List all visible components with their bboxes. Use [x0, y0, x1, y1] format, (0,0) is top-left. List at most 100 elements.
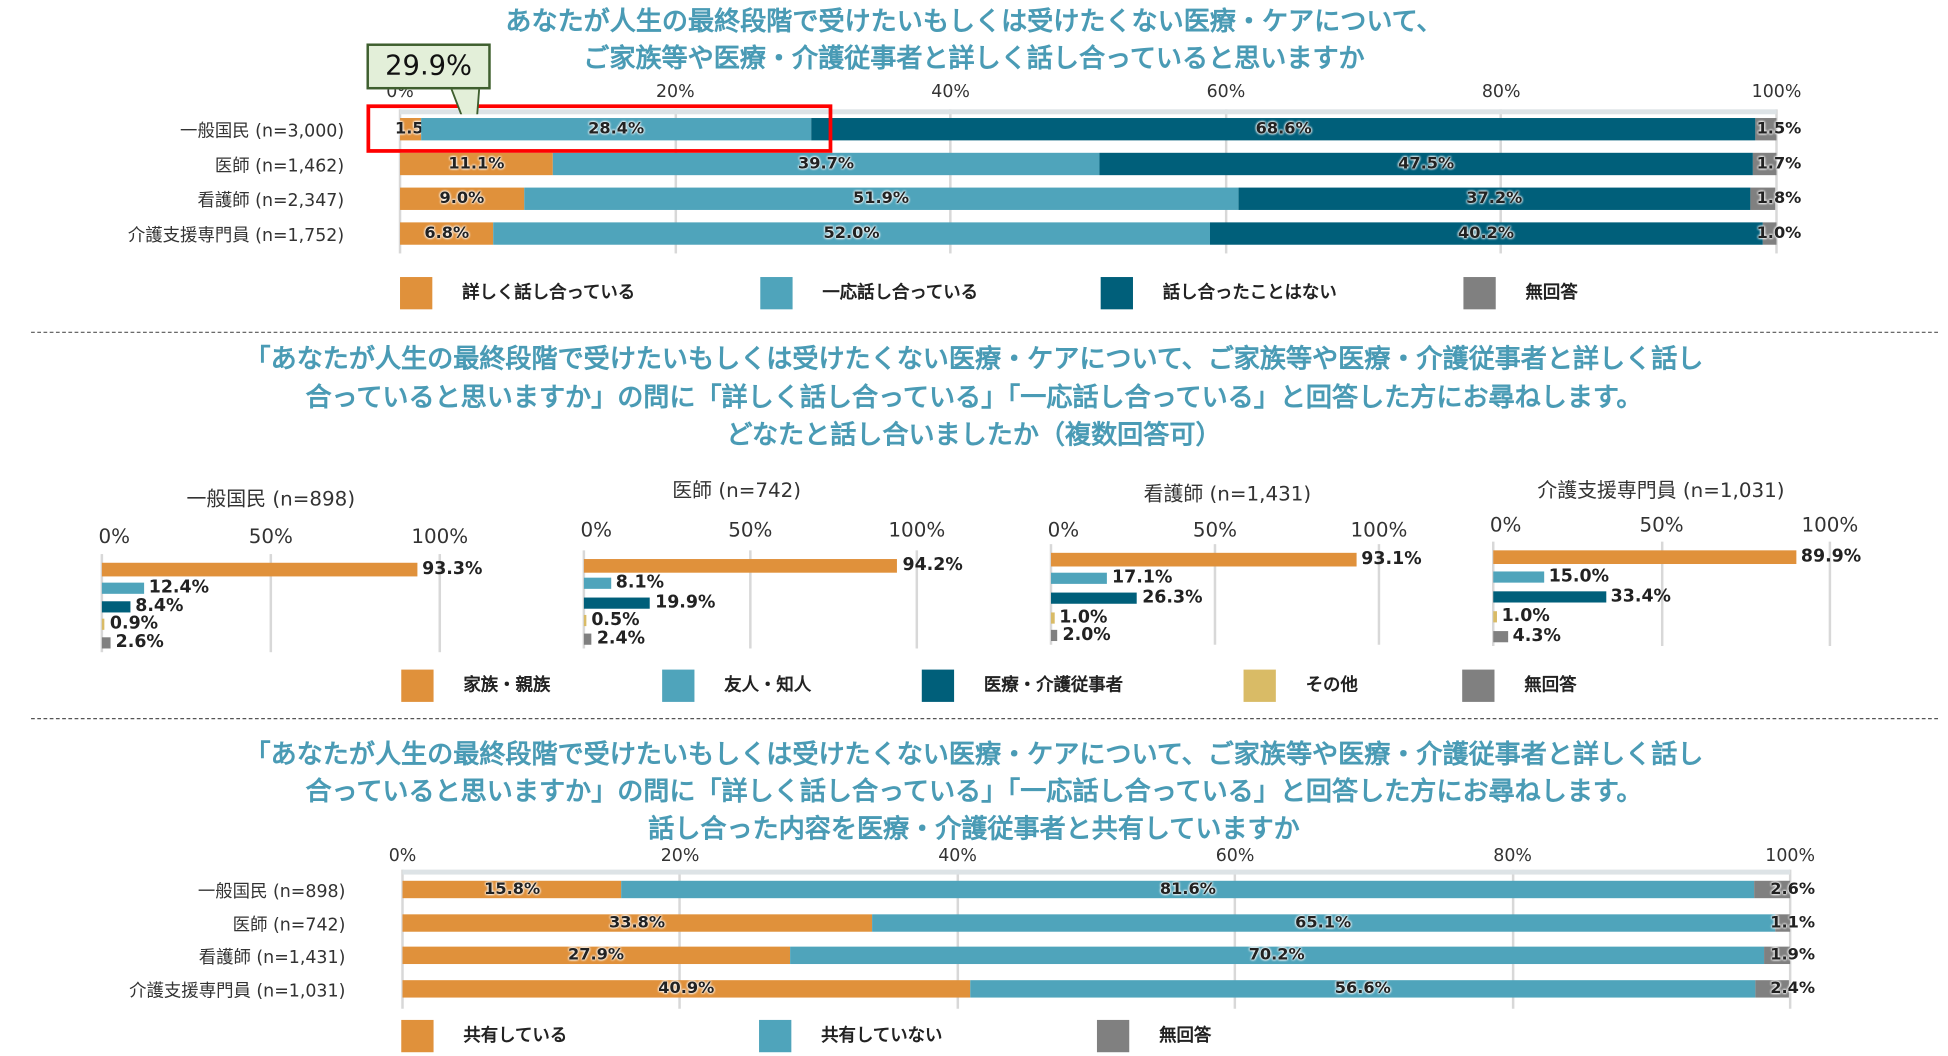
- data-label: 56.6%: [1334, 979, 1391, 999]
- gridline: [269, 554, 273, 653]
- legend-label: 共有している: [463, 1026, 568, 1047]
- data-label: 1.7%: [1756, 154, 1802, 174]
- data-label: 26.3%: [1142, 587, 1203, 608]
- data-label: 93.3%: [422, 559, 483, 579]
- legend-label: 医療・介護従事者: [983, 675, 1124, 696]
- axis-tick-label: 50%: [248, 524, 293, 548]
- bar-segment: [1762, 222, 1777, 245]
- category-label: 医師 (n=1,462): [214, 156, 345, 177]
- axis-tick-label: 100%: [1350, 518, 1408, 542]
- bar-segment: [1754, 880, 1791, 899]
- bar-segment: [1755, 118, 1777, 141]
- data-label: 27.9%: [568, 946, 625, 965]
- category-label: 一般国民 (n=3,000): [180, 121, 345, 142]
- axis-tick-label: 0%: [1489, 513, 1522, 537]
- section3-title-line-2: 合っていると思いますか」の問に「詳しく話し合っている」「一応話し合っている」と回…: [305, 776, 1643, 807]
- legend-label: 共有していない: [821, 1026, 943, 1047]
- data-label: 2.4%: [1770, 979, 1816, 999]
- bar-segment: [1753, 152, 1777, 176]
- data-label: 1.8%: [1756, 189, 1802, 209]
- legend-swatch: [401, 669, 434, 702]
- legend-swatch: [759, 1019, 792, 1053]
- bar-segment: [493, 222, 1210, 245]
- bar: [1050, 591, 1138, 604]
- section2-title-line-2: 合っていると思いますか」の問に「詳しく話し合っている」「一応話し合っている」と回…: [305, 382, 1643, 413]
- legend-label: 話し合ったことはない: [1162, 283, 1337, 304]
- data-label: 33.4%: [1610, 586, 1671, 607]
- category-label: 看護師 (n=2,347): [197, 191, 345, 212]
- axis-top-band: [402, 869, 1791, 875]
- legend-swatch: [1243, 669, 1276, 702]
- gridline: [949, 109, 952, 254]
- axis-tick-label: 100%: [888, 518, 946, 542]
- gridline: [1499, 109, 1503, 254]
- section2-title-line-3: どなたと話し合いましたか（複数回答可）: [726, 419, 1222, 450]
- data-label: 2.6%: [1770, 880, 1816, 899]
- bar-segment: [400, 152, 553, 176]
- bar-segment: [1238, 187, 1751, 210]
- axis-tick-label: 0%: [580, 518, 613, 542]
- data-label: 19.9%: [655, 592, 716, 613]
- bar-segment: [420, 118, 812, 141]
- axis-tick-label: 0%: [1047, 518, 1080, 542]
- callout-value: 29.9%: [366, 43, 491, 90]
- category-label: 介護支援専門員 (n=1,031): [129, 981, 346, 1002]
- data-label: 93.1%: [1361, 549, 1422, 569]
- axis-tick-label: 20%: [655, 81, 695, 102]
- bar: [583, 596, 651, 609]
- legend-label: 無回答: [1525, 283, 1578, 304]
- data-label: 2.0%: [1062, 624, 1111, 645]
- divider-2: [31, 718, 1938, 720]
- bar: [583, 632, 592, 645]
- gridline: [401, 869, 404, 1009]
- axis-tick-label: 40%: [931, 81, 970, 102]
- data-label: 1.5%: [1756, 119, 1802, 139]
- bar: [101, 600, 131, 612]
- bar-segment: [1755, 980, 1789, 998]
- legend-swatch: [401, 1019, 434, 1053]
- category-label: 介護支援専門員 (n=1,752): [127, 226, 345, 246]
- axis-tick-label: 100%: [411, 524, 469, 548]
- axis-tick-label: 20%: [660, 846, 700, 866]
- divider-1: [31, 331, 1938, 333]
- bar-segment: [1209, 222, 1763, 245]
- gridline: [1828, 541, 1832, 646]
- axis-top-band: [400, 109, 1777, 115]
- data-label: 2.4%: [596, 628, 646, 649]
- data-label: 65.1%: [1295, 913, 1352, 933]
- legend-label: 家族・親族: [463, 675, 551, 696]
- data-label: 33.8%: [608, 913, 666, 933]
- bar-segment: [400, 118, 421, 141]
- gridline: [1213, 544, 1217, 645]
- gridline: [1224, 109, 1228, 254]
- gridline: [674, 109, 677, 254]
- legend-swatch: [400, 277, 433, 310]
- panel-title: 一般国民 (n=898): [186, 486, 356, 511]
- data-label: 0.5%: [591, 609, 640, 630]
- data-label: 4.3%: [1512, 626, 1561, 646]
- data-label: 94.2%: [902, 555, 963, 576]
- bar-segment: [1774, 914, 1791, 932]
- legend-swatch: [921, 669, 955, 702]
- bar: [101, 582, 144, 594]
- bar: [1493, 630, 1508, 642]
- data-label: 89.9%: [1800, 546, 1862, 567]
- data-label: 17.1%: [1112, 567, 1173, 588]
- data-label: 2.6%: [115, 632, 164, 653]
- gridline: [1775, 109, 1778, 254]
- section1-title-line-2: ご家族等や医療・介護従事者と詳しく話し合っていると思いますか: [583, 43, 1365, 74]
- bar-segment: [789, 946, 1764, 965]
- data-label: 28.4%: [588, 119, 645, 139]
- data-label: 1.0%: [1756, 224, 1802, 243]
- data-label: 40.9%: [658, 979, 715, 999]
- gridline: [915, 550, 919, 649]
- category-label: 医師 (n=742): [232, 915, 346, 936]
- axis-tick-label: 50%: [1639, 513, 1684, 537]
- data-label: 51.9%: [853, 189, 910, 209]
- gridline: [1511, 869, 1514, 1009]
- legend-label: 一応話し合っている: [822, 283, 979, 304]
- data-label: 52.0%: [823, 224, 880, 243]
- panel-title: 医師 (n=742): [672, 478, 802, 502]
- axis-tick-label: 50%: [1192, 518, 1238, 542]
